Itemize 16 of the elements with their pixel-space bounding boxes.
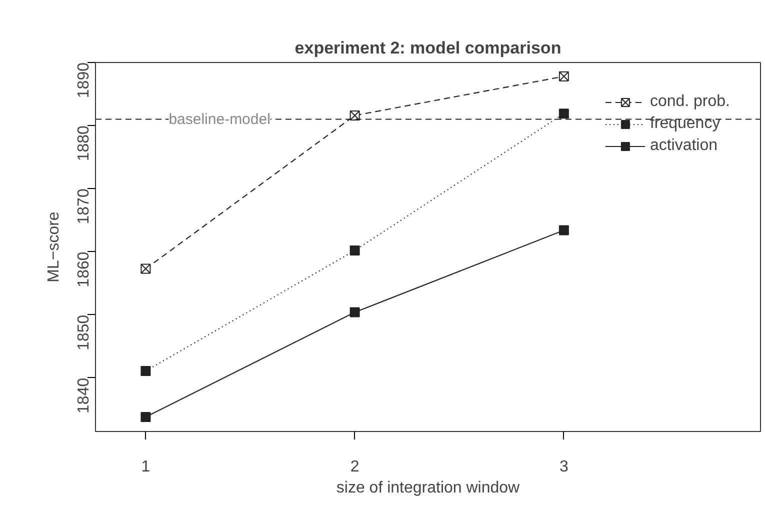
chart-title: experiment 2: model comparison [294,38,562,58]
legend-label: activation [650,137,718,155]
x-axis-title: size of integration window [336,480,520,496]
y-tick-label: 1850 [76,314,92,350]
x-tick-label: 3 [559,458,568,476]
y-tick-label: 1860 [76,252,92,288]
y-tick-label: 1870 [76,188,92,224]
y-tick-label: 1880 [76,125,92,162]
legend-label: cond. prob. [650,93,730,111]
x-tick-label: 2 [350,458,360,476]
y-tick-label: 1890 [76,62,92,98]
y-axis-title: ML−score [46,212,62,282]
y-tick-label: 1840 [76,378,92,414]
ref-line-label: baseline-model [168,110,270,128]
x-tick-label: 1 [141,458,150,476]
legend-label: frequency [650,115,720,133]
